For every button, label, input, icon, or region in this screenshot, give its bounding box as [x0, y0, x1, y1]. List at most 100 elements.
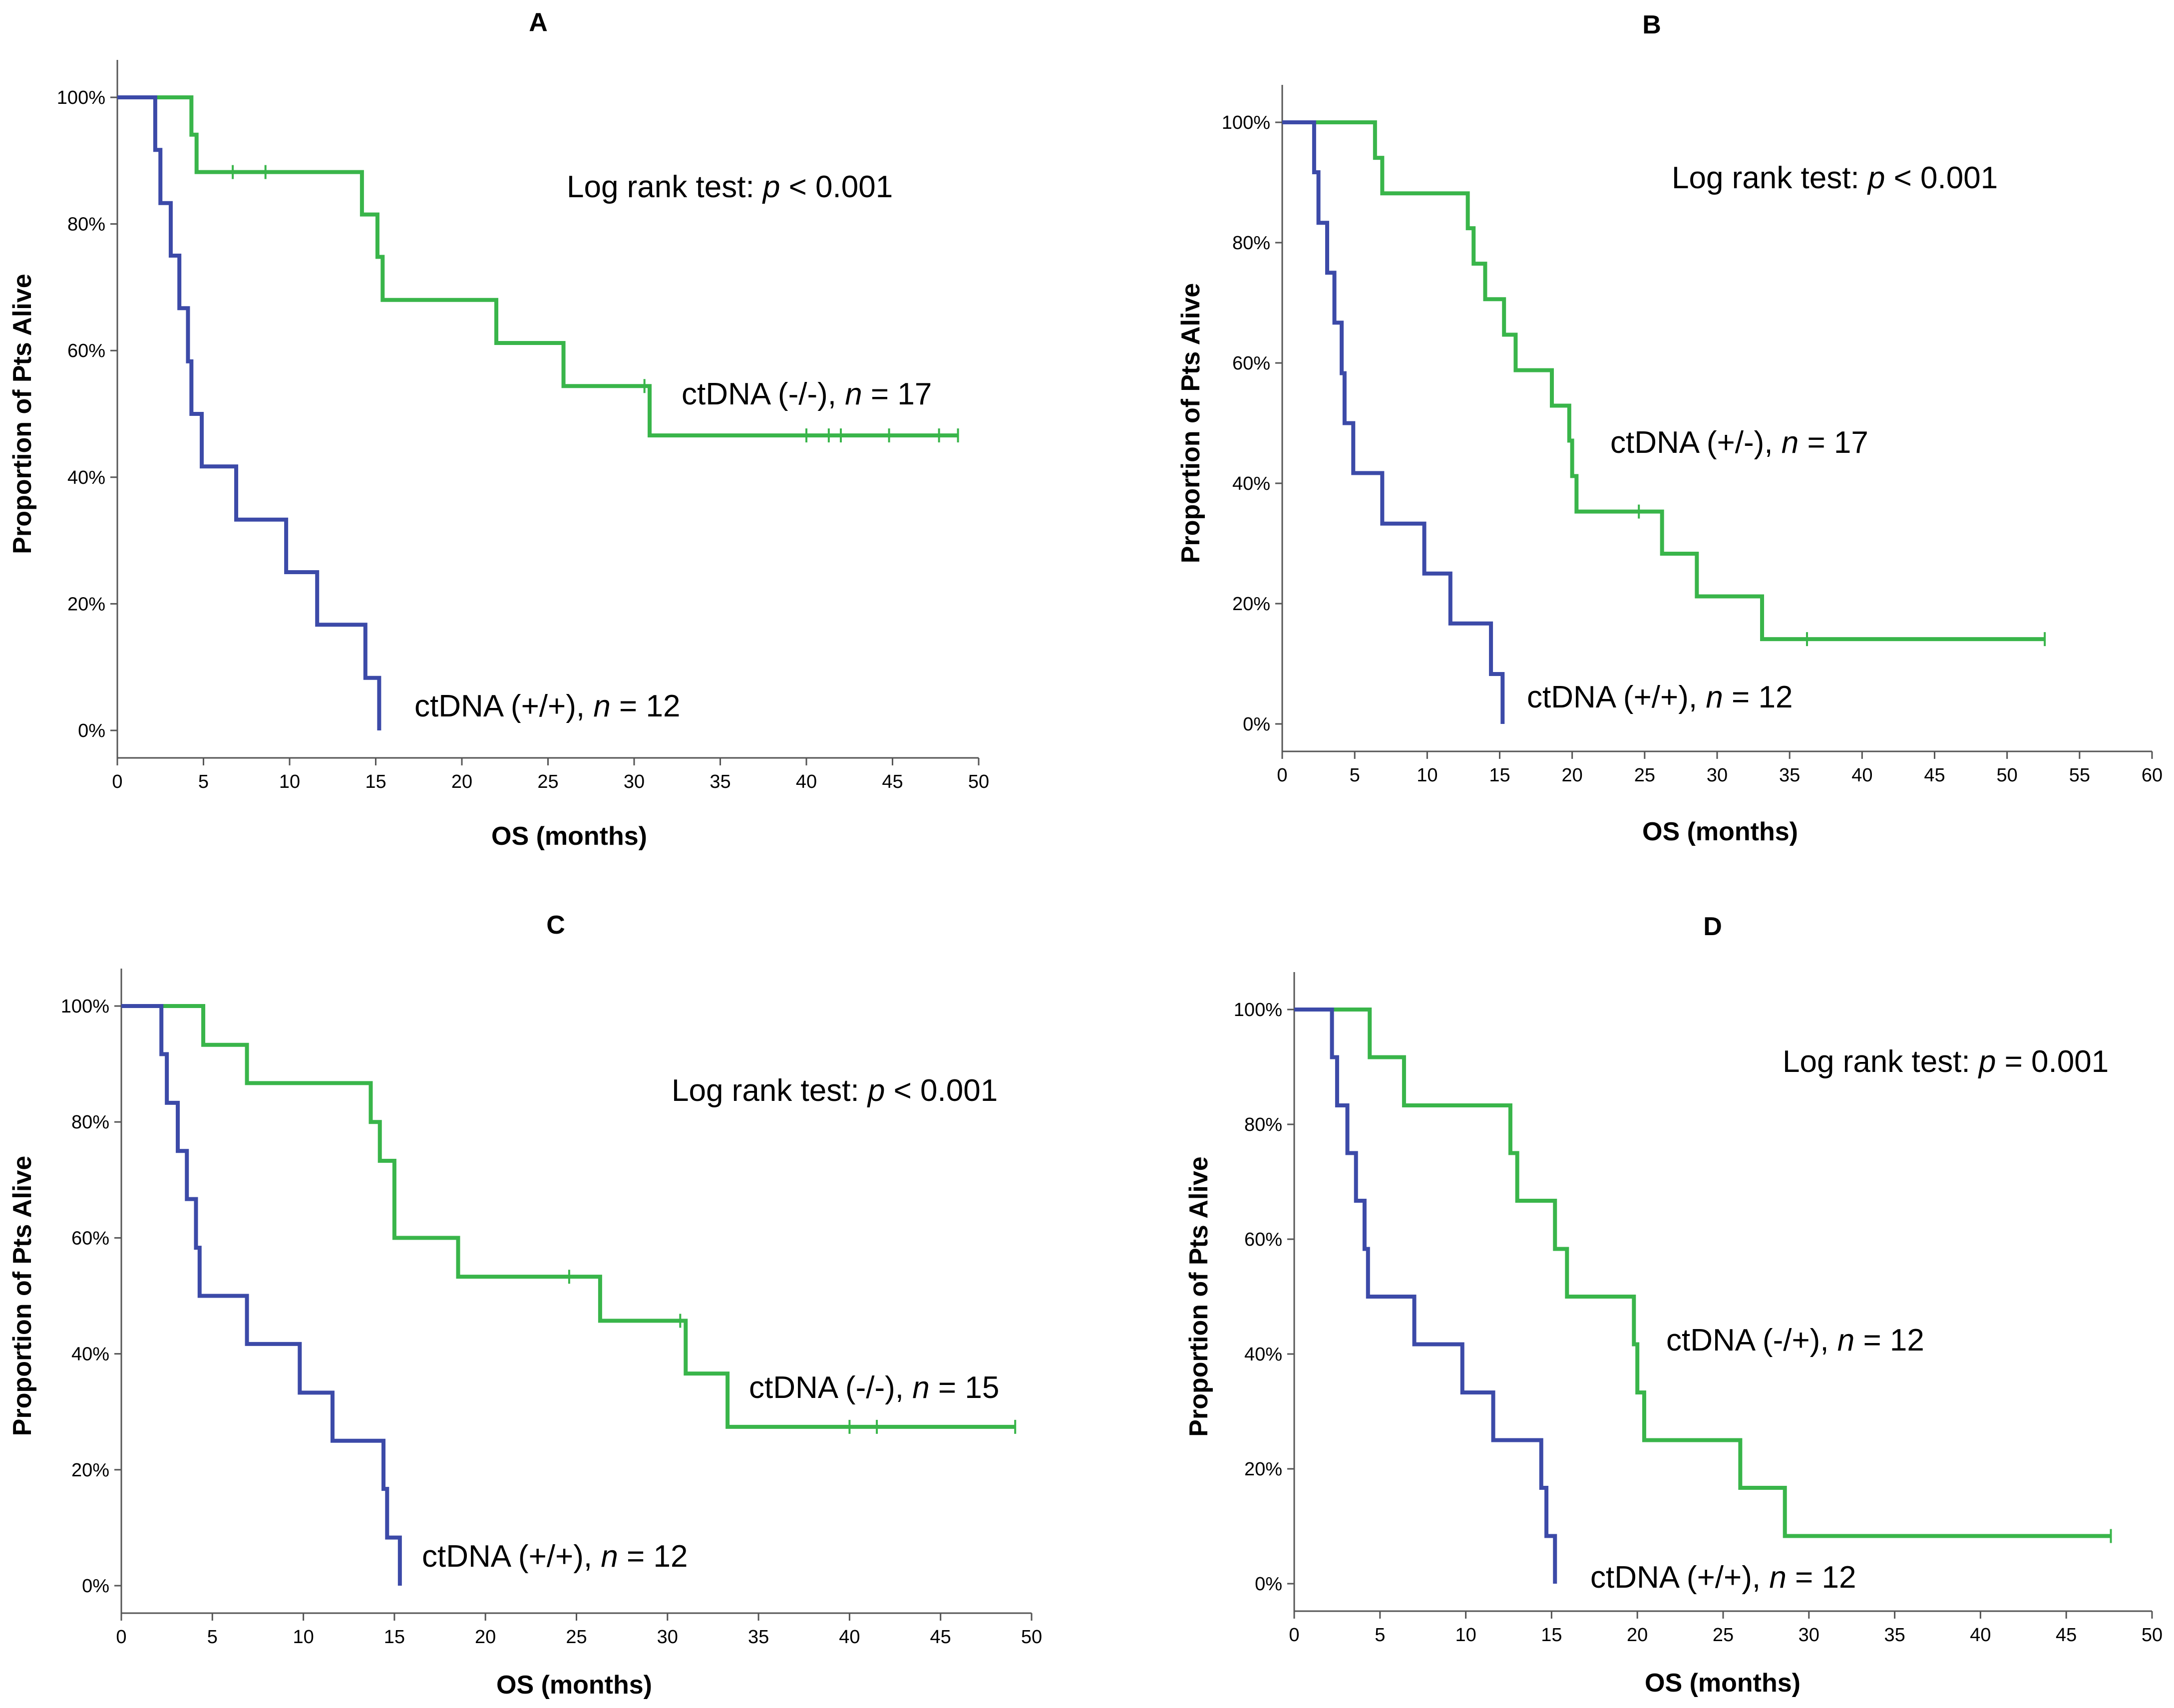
y-tick-label: 60%	[1232, 353, 1270, 374]
x-tick-label: 45	[2056, 1625, 2077, 1646]
panel-title: A	[529, 8, 548, 37]
series-label: ctDNA (-/+), n = 12	[1666, 1323, 1924, 1358]
survival-curve-positive	[121, 1004, 402, 1586]
x-tick-label: 0	[1277, 765, 1287, 786]
log-rank-annotation: Log rank test: p = 0.001	[1783, 1044, 2109, 1079]
y-tick-label: 80%	[71, 1112, 109, 1133]
series-label: ctDNA (+/+), n = 12	[1527, 680, 1793, 714]
y-tick-label: 100%	[1222, 112, 1270, 133]
x-tick-label: 20	[1562, 765, 1583, 786]
y-tick-label: 60%	[71, 1228, 109, 1249]
survival-curve-negative	[1294, 1008, 2111, 1538]
x-tick-label: 15	[384, 1627, 405, 1648]
y-tick-label: 100%	[57, 87, 105, 108]
panel-title: D	[1703, 912, 1722, 941]
x-tick-label: 30	[1707, 765, 1728, 786]
y-tick-label: 40%	[1232, 473, 1270, 494]
panel-a: A 0% 20% 40% 60% 80% 100% 0 5 10 15 20 25 30 35 40 45 50 O…	[8, 8, 989, 851]
x-tick-label: 0	[112, 771, 122, 792]
x-tick-label: 25	[537, 771, 558, 792]
x-tick-label: 15	[365, 771, 386, 792]
x-tick-label: 40	[796, 771, 817, 792]
log-rank-annotation: Log rank test: p < 0.001	[1672, 161, 1998, 195]
x-tick-label: 5	[198, 771, 209, 792]
x-tick-label: 10	[1455, 1625, 1476, 1646]
x-tick-label: 35	[1884, 1625, 1905, 1646]
y-tick-label: 80%	[67, 214, 105, 235]
series-label: ctDNA (+/+), n = 12	[422, 1539, 688, 1574]
y-tick-label: 40%	[67, 467, 105, 488]
x-tick-label: 10	[1417, 765, 1438, 786]
y-tick-label: 20%	[1244, 1459, 1282, 1480]
x-tick-label: 20	[1627, 1625, 1648, 1646]
x-tick-label: 45	[882, 771, 903, 792]
x-tick-label: 50	[1997, 765, 2018, 786]
survival-curve-positive	[1294, 1008, 1557, 1584]
survival-curve-positive	[1282, 120, 1505, 724]
y-axis-label: Proportion of Pts Alive	[1176, 283, 1205, 563]
x-tick-label: 35	[1779, 765, 1800, 786]
x-tick-label: 0	[1289, 1625, 1299, 1646]
x-tick-label: 0	[116, 1627, 126, 1648]
x-tick-label: 50	[2142, 1625, 2163, 1646]
y-tick-label: 20%	[71, 1460, 109, 1481]
x-tick-label: 50	[1021, 1627, 1042, 1648]
survival-curve-negative	[1282, 120, 2045, 642]
series-label: ctDNA (+/+), n = 12	[1590, 1560, 1856, 1595]
x-tick-label: 20	[475, 1627, 496, 1648]
x-tick-label: 5	[207, 1627, 218, 1648]
x-tick-label: 25	[566, 1627, 587, 1648]
y-tick-label: 0%	[78, 720, 105, 741]
x-tick-label: 10	[293, 1627, 314, 1648]
x-axis-label: OS (months)	[491, 822, 647, 851]
x-tick-label: 5	[1375, 1625, 1385, 1646]
series-label: ctDNA (-/-), n = 15	[749, 1370, 999, 1405]
log-rank-annotation: Log rank test: p < 0.001	[672, 1073, 998, 1108]
y-tick-label: 60%	[1244, 1229, 1282, 1250]
x-tick-label: 40	[1970, 1625, 1991, 1646]
x-tick-label: 50	[968, 771, 989, 792]
x-tick-label: 60	[2142, 765, 2163, 786]
y-tick-label: 80%	[1244, 1114, 1282, 1135]
x-tick-label: 15	[1489, 765, 1510, 786]
x-tick-label: 5	[1350, 765, 1360, 786]
panel-title: C	[546, 911, 565, 940]
survival-curve-negative	[121, 1004, 1016, 1429]
x-tick-label: 45	[1924, 765, 1945, 786]
y-axis-label: Proportion of Pts Alive	[1184, 1156, 1213, 1436]
x-tick-label: 20	[451, 771, 472, 792]
x-tick-label: 40	[839, 1627, 860, 1648]
log-rank-annotation: Log rank test: p < 0.001	[567, 170, 893, 204]
x-tick-label: 35	[748, 1627, 769, 1648]
x-tick-label: 30	[1799, 1625, 1819, 1646]
y-tick-label: 100%	[1234, 1000, 1282, 1021]
survival-curve-negative	[117, 95, 958, 438]
x-tick-label: 25	[1713, 1625, 1734, 1646]
y-tick-label: 0%	[1255, 1574, 1282, 1595]
y-tick-label: 40%	[71, 1344, 109, 1365]
x-tick-label: 40	[1851, 765, 1872, 786]
x-tick-label: 25	[1634, 765, 1655, 786]
y-tick-label: 100%	[61, 996, 109, 1017]
x-tick-label: 15	[1541, 1625, 1562, 1646]
series-label: ctDNA (+/-), n = 17	[1610, 425, 1868, 460]
y-tick-label: 20%	[1232, 594, 1270, 615]
x-tick-label: 45	[930, 1627, 951, 1648]
x-tick-label: 30	[657, 1627, 678, 1648]
x-tick-label: 55	[2069, 765, 2090, 786]
y-tick-label: 0%	[1243, 714, 1270, 735]
y-axis-label: Proportion of Pts Alive	[8, 274, 37, 554]
y-tick-label: 40%	[1244, 1344, 1282, 1365]
y-tick-label: 0%	[82, 1576, 109, 1597]
x-axis-label: OS (months)	[1642, 817, 1798, 846]
x-tick-label: 10	[279, 771, 300, 792]
panel-title: B	[1642, 10, 1661, 39]
x-axis-label: OS (months)	[496, 1671, 652, 1700]
panel-c: C 0% 20% 40% 60% 80% 100% 0 5 10 15 20 25 30 35 40 45 50 O…	[8, 911, 1042, 1700]
survival-curve-positive	[117, 95, 381, 730]
y-tick-label: 60%	[67, 341, 105, 361]
x-axis-label: OS (months)	[1645, 1669, 1801, 1698]
x-tick-label: 30	[624, 771, 645, 792]
x-tick-label: 35	[710, 771, 730, 792]
